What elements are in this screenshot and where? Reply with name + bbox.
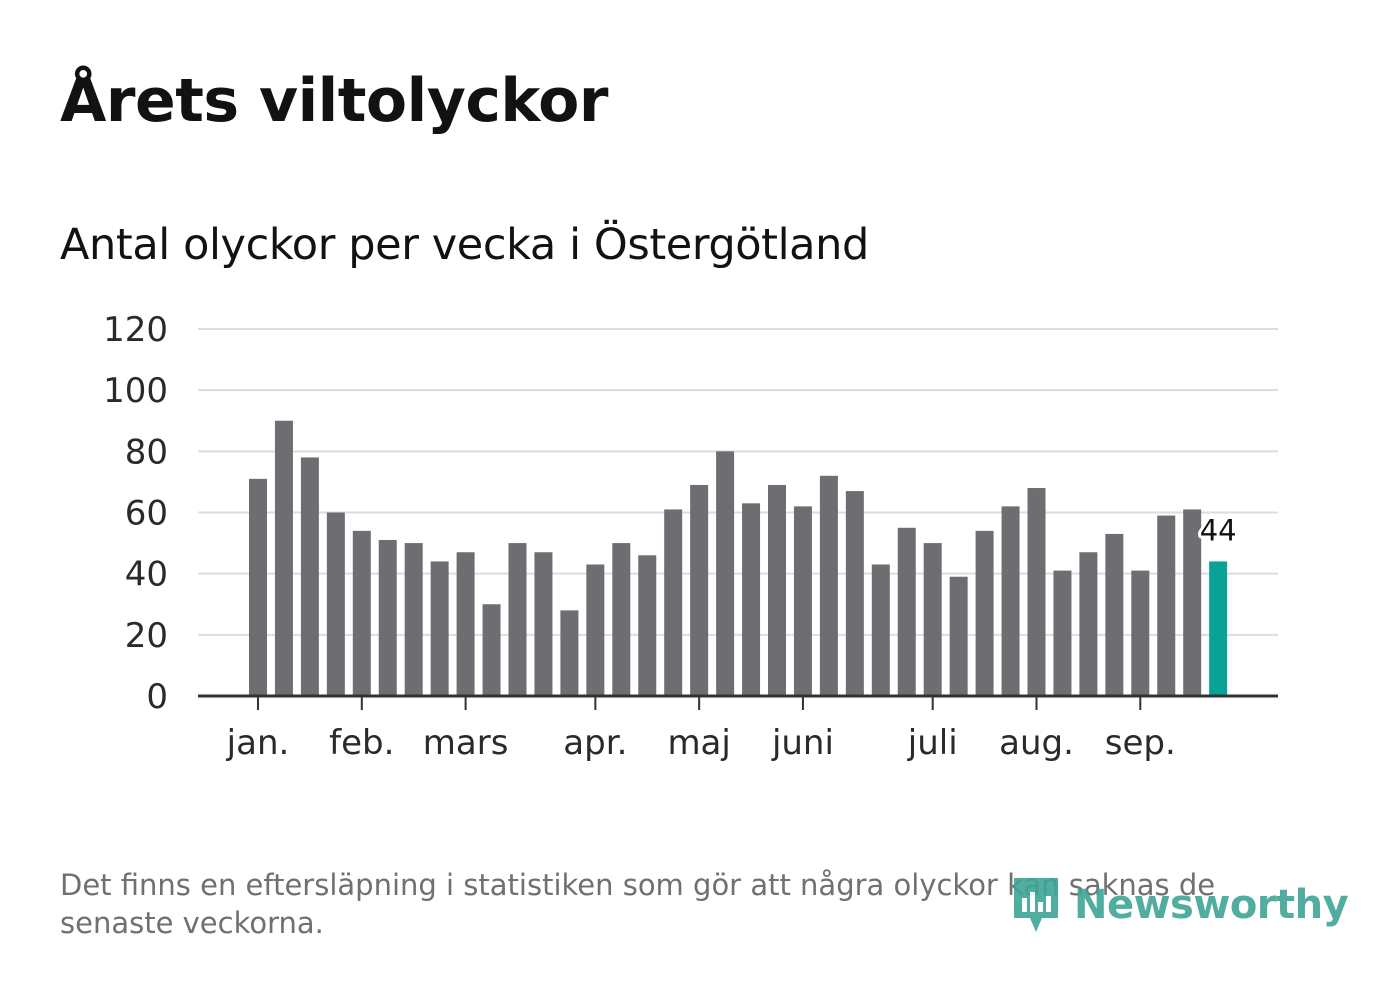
bar: [560, 610, 579, 696]
bar: [456, 552, 475, 696]
bar: [534, 552, 553, 696]
y-tick-label: 40: [125, 555, 168, 595]
bar: [1131, 570, 1150, 696]
bar-latest-week: [1209, 561, 1228, 696]
x-tick-label: juli: [907, 723, 958, 763]
newsworthy-brand: Newsworthy: [1010, 874, 1349, 936]
x-tick-label: juni: [771, 723, 834, 763]
bar: [404, 543, 423, 696]
bar: [949, 576, 968, 696]
chart-subtitle: Antal olyckor per vecka i Östergötland: [60, 220, 869, 270]
bar: [1027, 488, 1046, 696]
data-label-latest: 44: [1200, 513, 1237, 547]
bar: [482, 604, 501, 696]
bar: [871, 564, 890, 696]
x-tick-label: maj: [667, 723, 730, 763]
bar: [1183, 509, 1202, 696]
bar: [975, 530, 994, 696]
newsworthy-logo-icon: [1014, 878, 1058, 932]
y-tick-label: 60: [125, 494, 168, 534]
bar: [716, 451, 735, 696]
bar: [742, 503, 761, 696]
bar: [793, 506, 812, 696]
bar: [249, 478, 267, 696]
y-tick-label: 100: [103, 371, 168, 411]
bar: [326, 512, 345, 696]
x-tick-label: apr.: [563, 723, 627, 763]
bar: [638, 555, 657, 696]
bar: [664, 509, 683, 696]
bar: [352, 530, 371, 696]
bar: [690, 484, 709, 696]
bar: [508, 543, 527, 696]
bar: [1079, 552, 1098, 696]
y-tick-label: 0: [146, 677, 168, 717]
bar: [1157, 515, 1176, 696]
bar: [586, 564, 605, 696]
bar: [897, 527, 916, 696]
bar: [430, 561, 449, 696]
y-tick-label: 80: [125, 432, 168, 472]
bar: [378, 540, 397, 696]
chart-title: Årets viltolyckor: [60, 66, 609, 136]
x-tick-label: mars: [423, 723, 509, 763]
bar: [1001, 506, 1020, 696]
x-tick-label: sep.: [1105, 723, 1176, 763]
y-tick-label: 20: [125, 616, 168, 656]
bar: [300, 457, 319, 696]
bar: [923, 543, 942, 696]
brand-name: Newsworthy: [1074, 882, 1349, 928]
bar: [1105, 533, 1124, 696]
bar: [768, 484, 786, 696]
bar: [845, 491, 864, 696]
x-tick-label: aug.: [999, 723, 1074, 763]
bar: [612, 543, 631, 696]
bar: [274, 420, 293, 696]
x-axis-ticks: jan. feb. mars apr. maj juni juli aug. sep.: [226, 696, 1176, 763]
y-tick-label: 120: [103, 310, 168, 350]
x-tick-label: feb.: [329, 723, 394, 763]
data-labels: 44: [1197, 510, 1240, 550]
grid-lines: [198, 328, 1278, 636]
bars: [249, 420, 1228, 696]
bar: [1053, 570, 1072, 696]
bar: [819, 475, 838, 696]
x-tick-label: jan.: [226, 723, 290, 763]
y-axis-ticks: 0 20 40 60 80 100 120: [103, 310, 168, 717]
